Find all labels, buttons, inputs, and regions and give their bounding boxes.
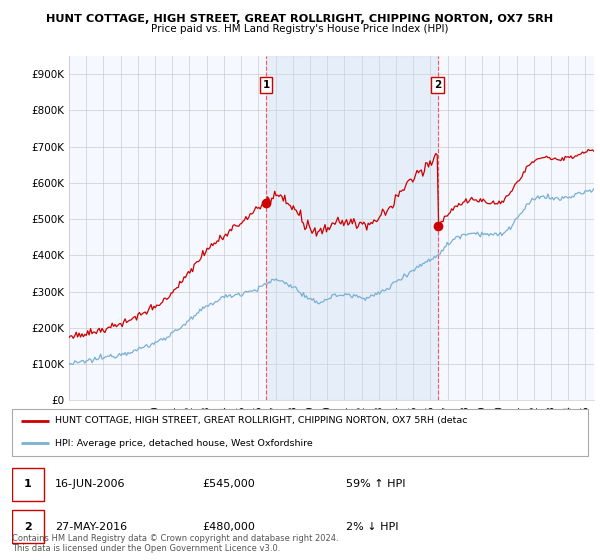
Text: HUNT COTTAGE, HIGH STREET, GREAT ROLLRIGHT, CHIPPING NORTON, OX7 5RH (detac: HUNT COTTAGE, HIGH STREET, GREAT ROLLRIG… [55,416,468,425]
Text: 16-JUN-2006: 16-JUN-2006 [55,479,126,489]
FancyBboxPatch shape [12,468,44,501]
Text: 1: 1 [23,479,31,489]
Text: 2% ↓ HPI: 2% ↓ HPI [346,522,398,531]
Text: Contains HM Land Registry data © Crown copyright and database right 2024.
This d: Contains HM Land Registry data © Crown c… [12,534,338,553]
Text: 2: 2 [23,522,31,531]
Text: 2: 2 [434,80,441,90]
FancyBboxPatch shape [12,409,588,456]
Bar [266,56,437,400]
Text: Price paid vs. HM Land Registry's House Price Index (HPI): Price paid vs. HM Land Registry's House … [151,24,449,34]
Text: HPI: Average price, detached house, West Oxfordshire: HPI: Average price, detached house, West… [55,438,313,447]
Text: £545,000: £545,000 [202,479,255,489]
Text: 59% ↑ HPI: 59% ↑ HPI [346,479,406,489]
Text: HUNT COTTAGE, HIGH STREET, GREAT ROLLRIGHT, CHIPPING NORTON, OX7 5RH: HUNT COTTAGE, HIGH STREET, GREAT ROLLRIG… [46,14,554,24]
Text: 1: 1 [263,80,270,90]
Text: 27-MAY-2016: 27-MAY-2016 [55,522,127,531]
FancyBboxPatch shape [12,510,44,543]
Text: £480,000: £480,000 [202,522,255,531]
